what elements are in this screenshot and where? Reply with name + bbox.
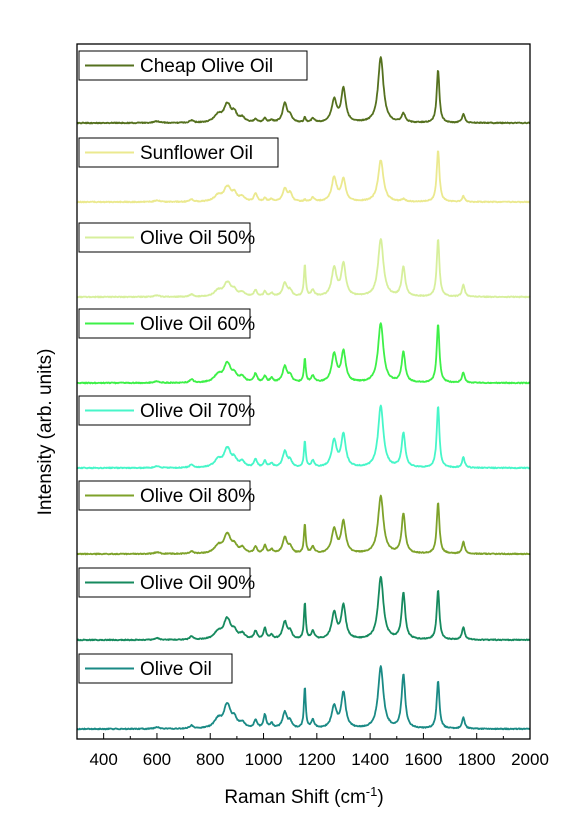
legend-label: Sunflower Oil <box>140 143 253 164</box>
x-axis-title-close: ) <box>377 787 383 808</box>
series-line-olive-oil-70- <box>76 404 531 470</box>
series-line-olive-oil-60- <box>76 322 531 385</box>
x-tick-label: 1200 <box>298 750 336 769</box>
spectra-traces <box>76 56 531 731</box>
legend-item: Olive Oil 80% <box>78 480 255 511</box>
y-axis-title: Intensity (arb. units) <box>35 349 56 516</box>
series-line-cheap-olive-oil <box>76 56 531 125</box>
legend-box <box>78 222 251 253</box>
x-tick-label: 1400 <box>351 750 389 769</box>
legend-box <box>78 480 251 511</box>
legend-item: Olive Oil <box>78 653 233 684</box>
x-tick-label: 400 <box>89 750 117 769</box>
x-tick-label: 2000 <box>511 750 549 769</box>
legend-label: Olive Oil 50% <box>140 228 255 249</box>
legend-item: Olive Oil 50% <box>78 222 255 253</box>
series-line-olive-oil-80- <box>76 494 531 556</box>
series-line-olive-oil <box>76 665 531 731</box>
x-axis-title: Raman Shift (cm-1) <box>224 784 383 808</box>
series-line-olive-oil-50- <box>76 238 531 299</box>
legend-item: Olive Oil 60% <box>78 308 255 339</box>
x-tick-label: 800 <box>196 750 224 769</box>
legend-label: Olive Oil 70% <box>140 401 255 422</box>
legend-item: Sunflower Oil <box>78 137 279 168</box>
legend-label: Olive Oil 60% <box>140 314 255 335</box>
series-line-olive-oil-90- <box>76 575 531 642</box>
x-axis-title-main: Raman Shift (cm <box>224 787 365 808</box>
x-tick-label: 1600 <box>404 750 442 769</box>
plot-frame <box>76 43 531 740</box>
legend-item: Olive Oil 90% <box>78 567 255 598</box>
x-tick-label: 600 <box>143 750 171 769</box>
legend-item: Cheap Olive Oil <box>78 50 308 81</box>
x-axis-ticks: 400 600 800 1000 1200 1400 1600 1800 2000 <box>76 733 549 769</box>
series-line-sunflower-oil <box>76 150 531 204</box>
legend-label: Cheap Olive Oil <box>140 56 273 77</box>
legend-label: Olive Oil 90% <box>140 573 255 594</box>
legend-label: Olive Oil <box>140 659 212 680</box>
x-tick-label: 1800 <box>458 750 496 769</box>
legend-item: Olive Oil 70% <box>78 395 255 426</box>
legend-label: Olive Oil 80% <box>140 486 255 507</box>
legend-boxes: Cheap Olive Oil Sunflower Oil Olive Oil 50… <box>78 50 308 684</box>
x-tick-label: 1000 <box>245 750 283 769</box>
x-axis-title-superscript: -1 <box>366 784 378 799</box>
